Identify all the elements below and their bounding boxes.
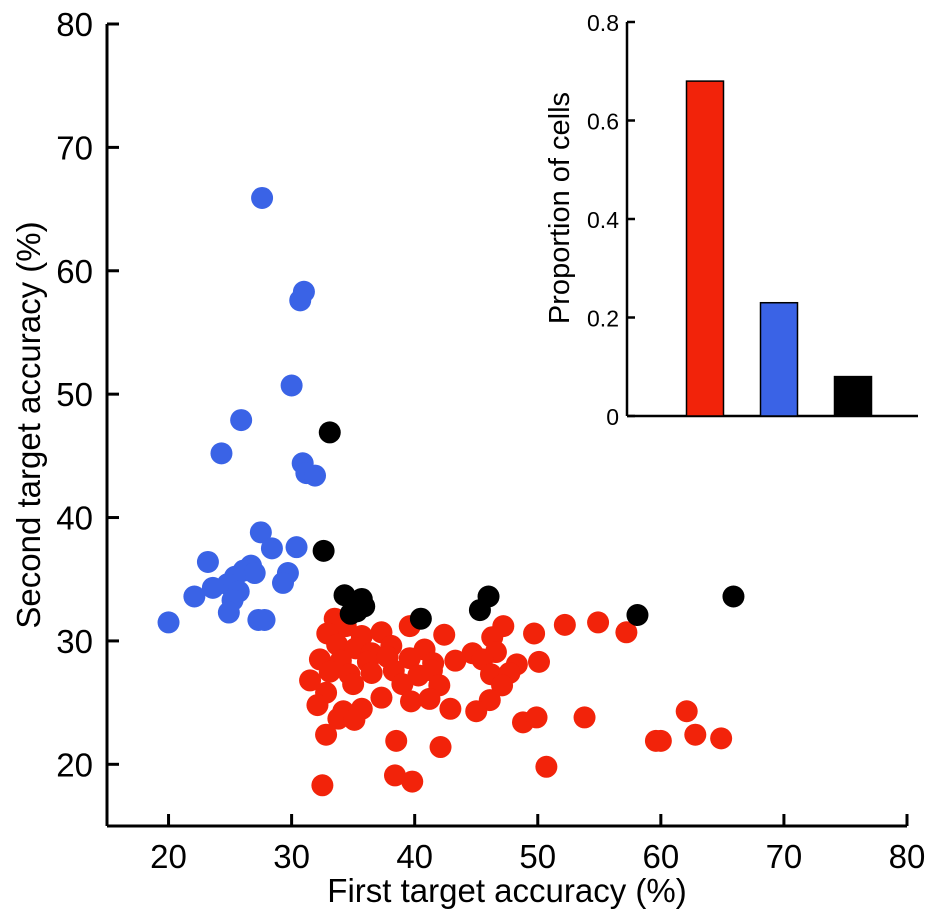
- x-tick-label: 30: [273, 838, 310, 875]
- scatter-point: [318, 660, 341, 683]
- scatter-point: [304, 464, 326, 487]
- scatter-point: [370, 686, 393, 709]
- scatter-point: [391, 673, 414, 696]
- scatter-point: [299, 669, 322, 692]
- scatter-point: [201, 576, 224, 599]
- scatter-point: [210, 442, 233, 465]
- scatter-point: [285, 536, 308, 559]
- scatter-point: [418, 687, 441, 710]
- scatter-point: [333, 584, 356, 607]
- scatter-point: [535, 755, 558, 778]
- scatter-plot: 20 30 40 50 60 70 80 20 30 40 50 60 70 80 First targe…: [10, 6, 925, 909]
- scatter-point: [615, 621, 638, 644]
- inset-y-tick-label: 0.8: [587, 10, 619, 36]
- scatter-point: [553, 613, 576, 636]
- y-tick-label: 80: [56, 6, 93, 43]
- inset-bar-chart: 0 0.2 0.4 0.6 0.8 Proportion of cells: [544, 10, 918, 430]
- scatter-point: [477, 585, 500, 608]
- scatter-point: [573, 706, 596, 729]
- scatter-point: [157, 611, 180, 634]
- scatter-point: [400, 690, 422, 713]
- scatter-point: [289, 289, 312, 312]
- x-tick-label: 20: [150, 838, 187, 875]
- scatter-point: [311, 774, 334, 797]
- x-tick-label: 40: [396, 838, 433, 875]
- scatter-point: [409, 607, 432, 630]
- inset-y-tick-label: 0.2: [587, 306, 619, 332]
- scatter-point: [528, 650, 550, 673]
- scatter-point: [280, 374, 303, 397]
- scatter-point: [318, 421, 341, 444]
- x-tick-label: 60: [642, 838, 679, 875]
- y-tick-label: 50: [56, 376, 93, 413]
- scatter-point: [649, 729, 672, 752]
- y-tick-label: 40: [56, 500, 93, 537]
- scatter-point: [253, 608, 276, 631]
- scatter-point: [439, 697, 462, 720]
- x-tick-label: 70: [766, 838, 803, 875]
- inset-y-axis-title: Proportion of cells: [544, 92, 576, 324]
- y-tick-label: 70: [56, 129, 93, 166]
- scatter-point: [444, 649, 467, 672]
- scatter-point: [722, 585, 745, 608]
- scatter-point: [183, 585, 206, 608]
- scatter-point: [230, 409, 253, 432]
- scatter-point: [433, 623, 456, 646]
- scatter-point: [398, 647, 421, 670]
- scatter-point: [491, 674, 514, 697]
- scatter-point: [384, 764, 406, 787]
- scatter-point: [525, 706, 548, 729]
- scatter-point: [196, 550, 219, 573]
- scatter-point: [626, 604, 649, 627]
- x-tick-label: 50: [519, 838, 556, 875]
- y-tick-label: 30: [56, 623, 93, 660]
- scatter-point: [523, 622, 546, 645]
- scatter-point: [327, 707, 350, 730]
- y-tick-label: 60: [56, 253, 93, 290]
- scatter-point: [343, 708, 366, 731]
- scatter-point: [429, 736, 452, 759]
- scatter-point: [684, 723, 707, 746]
- scatter-point: [315, 723, 338, 746]
- inset-y-tick-label: 0.4: [587, 207, 619, 233]
- scatter-point: [272, 571, 294, 594]
- x-tick-label: 80: [889, 838, 926, 875]
- inset-y-tick-label: 0: [606, 404, 619, 430]
- scatter-point: [306, 694, 329, 717]
- scatter-point: [251, 186, 274, 209]
- inset-bar: [759, 301, 799, 417]
- scatter-point: [360, 662, 383, 685]
- scatter-point: [587, 611, 610, 634]
- scatter-point: [710, 727, 733, 750]
- scatter-point: [401, 770, 424, 793]
- scatter-point: [385, 729, 408, 752]
- scatter-point: [312, 539, 335, 562]
- scatter-point: [675, 700, 698, 723]
- y-tick-label: 20: [56, 746, 93, 783]
- scatter-point: [345, 600, 368, 623]
- inset-bar: [685, 80, 725, 417]
- scatter-x-axis-title: First target accuracy (%): [327, 872, 686, 909]
- inset-bar: [833, 375, 873, 417]
- scatter-y-axis-title: Second target accuracy (%): [10, 221, 47, 628]
- scatter-point: [249, 521, 272, 544]
- scatter-point: [465, 700, 488, 723]
- inset-y-tick-label: 0.6: [587, 109, 619, 135]
- scatter-point: [342, 673, 365, 696]
- scatter-point: [217, 601, 240, 624]
- scatter-point: [243, 562, 266, 585]
- scatter-point: [260, 537, 283, 560]
